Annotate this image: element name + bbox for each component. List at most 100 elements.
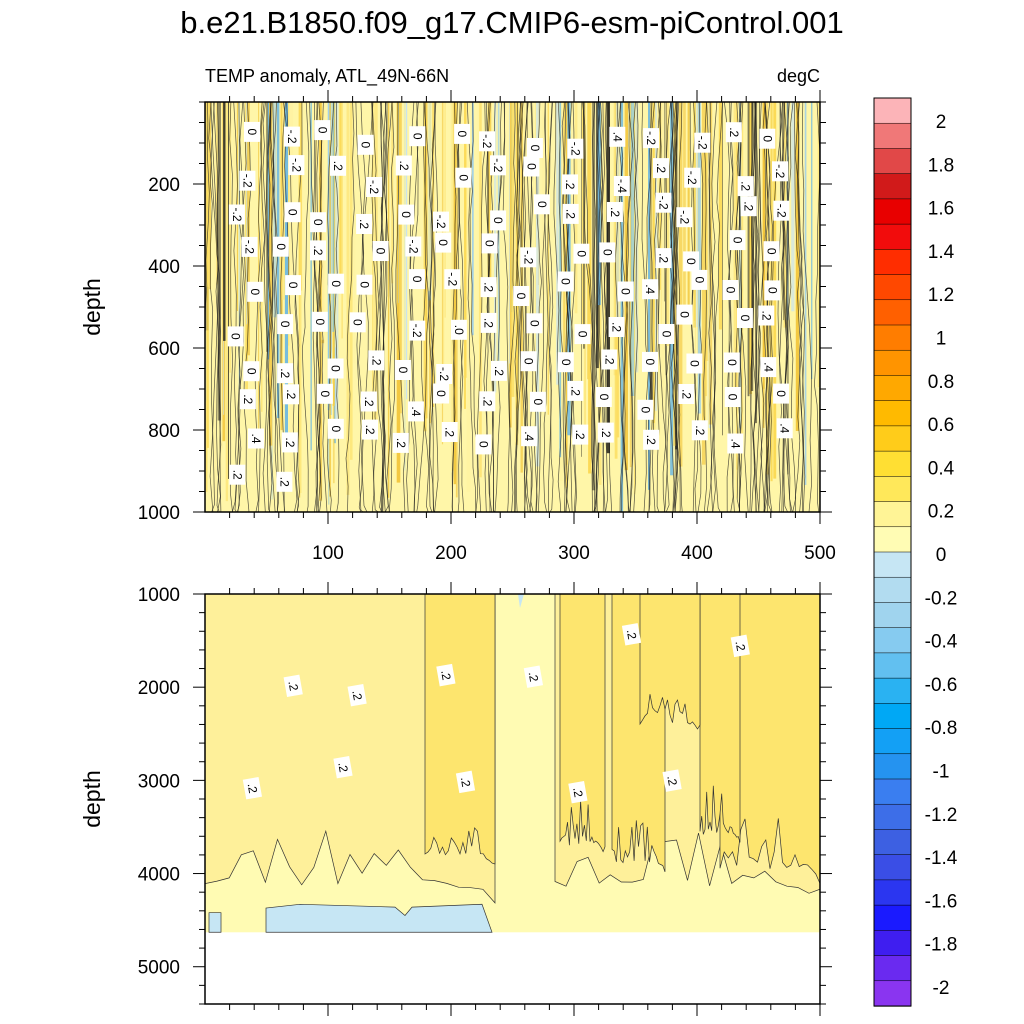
- upper-field-streak: [328, 102, 331, 283]
- contour-label-text: -.2: [285, 130, 299, 144]
- contour-label: -.2: [772, 161, 788, 182]
- upper-contour-line: [381, 102, 387, 512]
- contour-label: 0: [357, 134, 374, 155]
- upper-field-streak: [649, 102, 653, 371]
- contour-label-text: 0: [359, 141, 373, 148]
- contour-label-text: -.2: [644, 131, 658, 145]
- contour-label-text: 0: [315, 127, 329, 134]
- colorbar-swatch: [873, 375, 912, 402]
- contour-label-text: .2: [759, 310, 773, 320]
- contour-label: .2: [643, 429, 660, 450]
- upper-contour-line: [596, 102, 604, 512]
- contour-label: -.2: [490, 155, 506, 176]
- upper-field-streak: [399, 102, 400, 371]
- contour-label-box: [490, 360, 507, 381]
- upper-contour-line: [431, 102, 439, 512]
- contour-label: .2: [653, 158, 669, 179]
- x-tick-label: 500: [804, 543, 836, 564]
- upper-contour-line: [229, 102, 233, 512]
- contour-label-text: 0: [659, 331, 673, 338]
- upper-contour-line: [626, 102, 634, 512]
- upper-field-streak: [672, 102, 677, 446]
- upper-contour-line: [514, 102, 519, 512]
- lower-contour-labels: .2 .2 .2 .2 .2 .2 .2 .2 .2 .2 .2: [242, 623, 750, 804]
- contour-label-text: -.2: [367, 180, 381, 194]
- contour-label-text: 0: [692, 277, 706, 284]
- contour-label-box: [436, 663, 456, 687]
- y-tick-label: 2000: [138, 678, 180, 699]
- colorbar-label: 1.4: [928, 242, 955, 263]
- colorbar-swatch: [873, 854, 912, 881]
- contour-label-text: 0: [455, 131, 469, 138]
- contour-label-box: [764, 280, 781, 301]
- contour-label-box: [601, 349, 618, 370]
- contour-label-text: 0: [311, 219, 325, 226]
- upper-contour-line: [262, 102, 272, 512]
- contour-label-text: .2: [278, 368, 292, 378]
- upper-contour-line: [755, 102, 761, 512]
- colorbar-label: 1.8: [928, 155, 954, 176]
- upper-contour-line: [670, 102, 679, 512]
- contour-label-box: [284, 202, 301, 223]
- upper-field-streak: [817, 102, 819, 388]
- contour-label: 0: [398, 204, 415, 225]
- contour-label-box: [658, 324, 675, 344]
- colorbar-label: 0.6: [928, 415, 954, 436]
- contour-label: 0: [327, 358, 344, 379]
- contour-label: -.2: [433, 211, 449, 232]
- contour-label: .2: [441, 422, 458, 442]
- upper-contour-line: [211, 102, 219, 512]
- upper-field-streak: [346, 102, 350, 495]
- contour-label-text: 0: [286, 209, 300, 216]
- contour-label-text: 0: [491, 217, 505, 224]
- contour-label-box: [362, 419, 378, 440]
- contour-label-box: [725, 122, 742, 143]
- contour-label-text: 0: [574, 250, 588, 257]
- contour-label-box: [643, 128, 660, 149]
- lower-contour-region: [205, 594, 496, 904]
- contour-label-box: [435, 232, 452, 253]
- contour-label: -.2: [405, 236, 422, 257]
- lower-contour-region: [719, 594, 820, 884]
- contour-label-text: 0: [351, 319, 365, 326]
- contour-label-text: 0: [559, 359, 573, 366]
- upper-field-streak: [510, 102, 515, 397]
- contour-label-text: 0: [765, 287, 779, 294]
- contour-label-text: .2: [564, 209, 578, 219]
- contour-label: 0: [349, 312, 366, 333]
- contour-label: .2: [655, 248, 672, 269]
- upper-contour-line: [487, 102, 494, 512]
- colorbar-swatch: [873, 249, 912, 276]
- contour-label-box: [366, 177, 383, 197]
- upper-contour-line: [355, 102, 368, 512]
- contour-label: 0: [676, 304, 693, 325]
- contour-label: .2: [368, 350, 385, 371]
- y-axis-title: depth: [79, 770, 105, 828]
- contour-label-text: 0: [483, 240, 497, 247]
- contour-label-text: 0: [410, 276, 424, 283]
- contour-label-text: .4: [249, 433, 263, 443]
- contour-label-text: 0: [248, 288, 262, 295]
- contour-label: 0: [243, 361, 260, 382]
- upper-contour-line: [582, 102, 595, 512]
- upper-field-streak: [693, 102, 696, 321]
- colorbar-swatch: [873, 526, 912, 553]
- contour-label-box: [621, 623, 642, 646]
- contour-label-text: -.2: [491, 158, 505, 172]
- upper-contour-line: [216, 102, 222, 512]
- upper-field-streak: [399, 102, 402, 414]
- contour-label-box: [694, 132, 711, 153]
- upper-field-streak: [339, 102, 342, 288]
- contour-label-box: [691, 420, 708, 441]
- upper-field-streak: [687, 102, 690, 310]
- upper-field-streak: [556, 102, 559, 385]
- contour-label-text: 0: [476, 441, 490, 448]
- colorbar-swatch: [873, 677, 912, 704]
- contour-label-box: [557, 271, 574, 292]
- colorbar-swatch: [873, 576, 912, 604]
- upper-field-streak: [299, 102, 302, 493]
- contour-label-text: 0: [434, 390, 448, 397]
- contour-label-text: .2: [357, 219, 371, 229]
- contour-label-box: [281, 432, 298, 453]
- contour-label-text: .4: [522, 431, 536, 441]
